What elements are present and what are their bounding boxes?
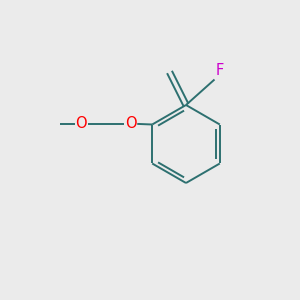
Text: O: O: [125, 116, 136, 131]
Text: O: O: [75, 116, 87, 131]
Text: F: F: [216, 63, 224, 78]
